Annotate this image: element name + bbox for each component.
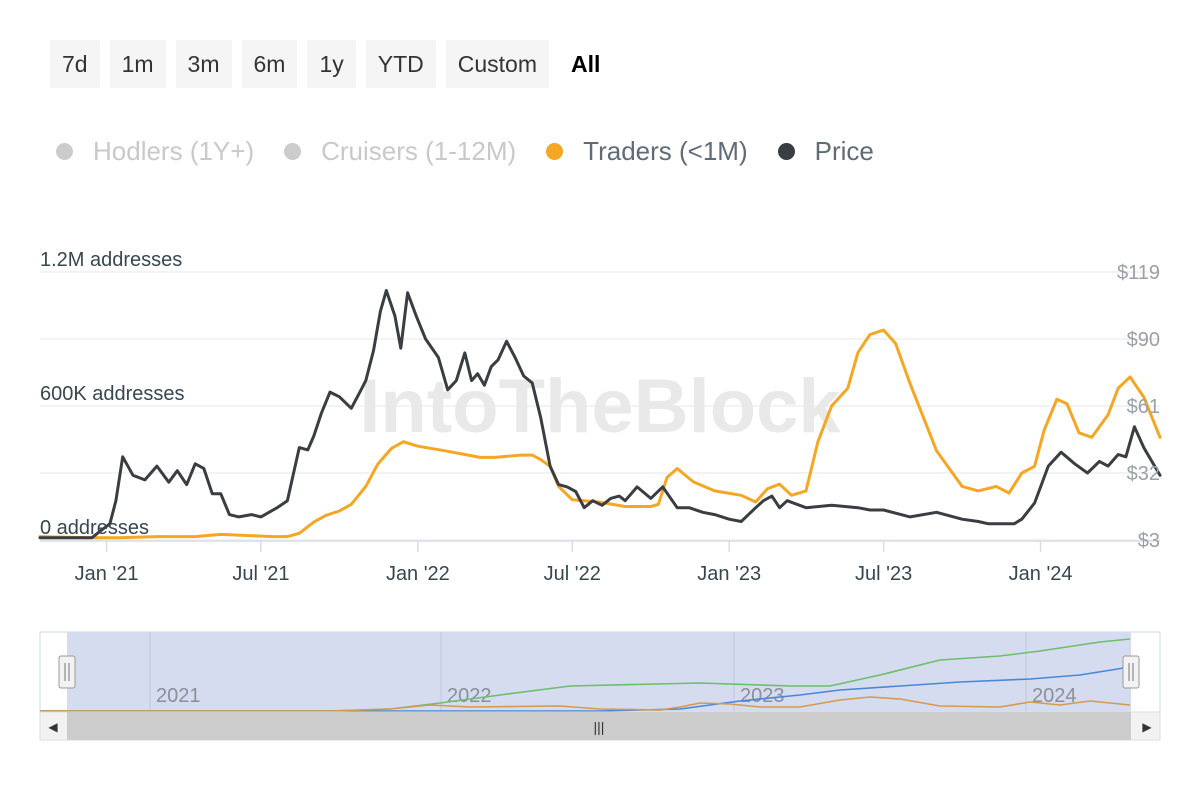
scroll-left-arrow-icon[interactable]: ◀ [48, 720, 58, 734]
navigator-selection[interactable] [67, 632, 1131, 712]
legend-dot-icon [56, 142, 73, 160]
legend-item-0[interactable]: Hodlers (1Y+) [56, 136, 254, 167]
range-button-1y[interactable]: 1y [307, 40, 356, 88]
navigator-year-label: 2024 [1032, 685, 1077, 707]
range-button-1m[interactable]: 1m [109, 40, 166, 88]
range-button-custom[interactable]: Custom [445, 40, 549, 88]
x-axis-tick-label: Jan '21 [75, 563, 139, 585]
legend-label: Cruisers (1-12M) [321, 135, 517, 166]
navigator-series-orange [40, 696, 1131, 712]
range-button-6m[interactable]: 6m [241, 40, 298, 88]
legend-label: Price [814, 135, 874, 166]
scrollbar-grip-icon: ||| [594, 719, 605, 735]
x-axis-tick-label: Jan '22 [386, 563, 450, 585]
x-axis-tick-label: Jul '22 [544, 563, 601, 585]
left-axis-tick-label: 600K addresses [40, 383, 185, 405]
scroll-right-arrow-icon[interactable]: ▶ [1142, 720, 1152, 734]
left-axis-tick-label: 0 addresses [40, 517, 149, 539]
right-axis-tick-label: $61 [1127, 396, 1160, 418]
navigator-scrollbar-thumb[interactable] [67, 712, 1131, 740]
navigator-left-handle[interactable] [58, 655, 76, 689]
range-button-all[interactable]: All [571, 51, 601, 77]
legend-dot-icon [546, 142, 564, 160]
navigator-year-label: 2023 [740, 685, 785, 707]
right-axis-tick-label: $90 [1127, 329, 1160, 351]
axes: 0 addresses 600K addresses 1.2M addresses $… [40, 249, 1160, 585]
range-button-7d[interactable]: 7d [50, 40, 100, 88]
navigator-right-handle[interactable] [1122, 655, 1140, 689]
x-axis-tick-label: Jan '24 [1009, 563, 1073, 585]
x-axis-tick-label: Jan '23 [697, 563, 761, 585]
navigator-year-label: 2022 [447, 685, 492, 707]
legend-label: Hodlers (1Y+) [93, 135, 255, 166]
x-axis-tick-label: Jul '21 [232, 563, 289, 585]
series-layer [38, 289, 1162, 540]
range-button-3m[interactable]: 3m [175, 40, 232, 88]
watermark: IntoTheBlock [359, 364, 841, 449]
range-selector: 7d 1m 3m 6m 1y YTD Custom All [50, 40, 612, 88]
series-line-traders [38, 328, 1162, 540]
legend-dot-icon [284, 142, 302, 160]
chart-legend: Hodlers (1Y+) Cruisers (1-12M) Traders (<1… [56, 130, 904, 172]
legend-dot-icon [777, 142, 795, 160]
right-axis-tick-label: $119 [1117, 262, 1160, 284]
x-axis-tick-label: Jul '23 [855, 563, 912, 585]
right-axis-tick-label: $3 [1138, 530, 1160, 552]
right-axis-tick-label: $32 [1127, 463, 1160, 485]
navigator[interactable]: 2021 2022 2023 2024 ||| ◀ ▶ [39, 631, 1161, 741]
navigator-year-label: 2021 [156, 685, 201, 707]
legend-item-2[interactable]: Traders (<1M) [546, 135, 748, 167]
series-line-price [38, 289, 1162, 540]
legend-label: Traders (<1M) [583, 135, 748, 166]
legend-item-1[interactable]: Cruisers (1-12M) [284, 136, 516, 167]
range-button-ytd[interactable]: YTD [365, 40, 436, 88]
grid-lines [40, 271, 1160, 541]
legend-item-3[interactable]: Price [777, 135, 874, 167]
left-axis-tick-label: 1.2M addresses [40, 249, 182, 271]
